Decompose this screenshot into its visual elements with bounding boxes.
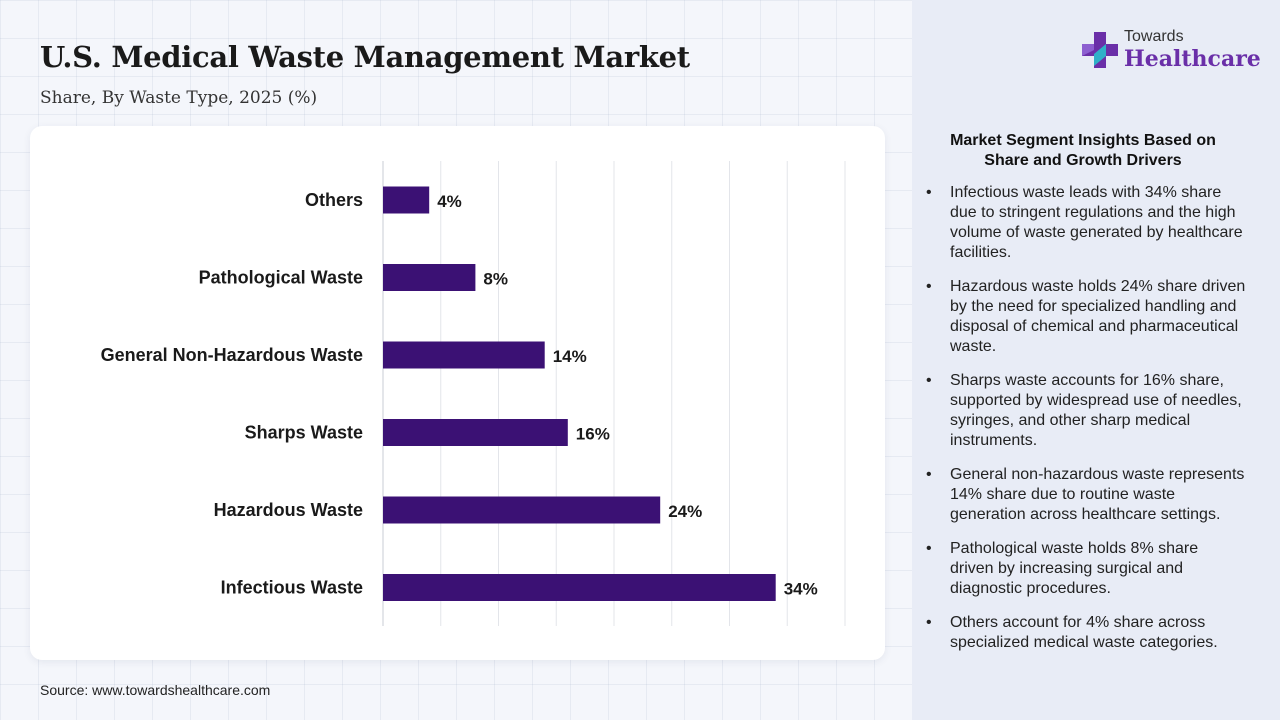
insight-item: • Infectious waste leads with 34% share d… <box>926 183 1246 263</box>
bar <box>383 574 776 601</box>
insight-item: • Others account for 4% share across spec… <box>926 613 1246 653</box>
insight-item: • Sharps waste accounts for 16% share, su… <box>926 371 1246 451</box>
bar-chart: Others 4% Pathological Waste 8% General Non-… <box>101 161 846 626</box>
bar <box>383 496 661 524</box>
data-label: 24% <box>668 502 702 521</box>
category-label: General Non-Hazardous Waste <box>101 345 363 365</box>
insight-text: Pathological waste holds 8% share driven… <box>950 540 1199 597</box>
category-label: Sharps Waste <box>245 423 363 443</box>
data-label: 14% <box>553 347 587 366</box>
data-label: 8% <box>483 270 508 289</box>
insights-title-line2: Share and Growth Drivers <box>984 152 1182 169</box>
insight-item: • General non-hazardous waste represents … <box>926 465 1246 525</box>
data-label: 34% <box>784 580 818 599</box>
insight-text: General non-hazardous waste represents 1… <box>950 466 1245 523</box>
insight-item: • Pathological waste holds 8% share drive… <box>926 539 1246 599</box>
insight-text: Others account for 4% share across speci… <box>950 614 1218 651</box>
insights-panel <box>912 0 1280 720</box>
bar <box>383 341 545 369</box>
logo-text-bottom: Healthcare <box>1124 46 1261 72</box>
insights-list: • Infectious waste leads with 34% share d… <box>926 183 1246 667</box>
brand-logo[interactable]: Towards Healthcare <box>1080 28 1261 80</box>
bullet-icon: • <box>926 372 932 389</box>
grid-lines <box>382 161 846 626</box>
bullet-icon: • <box>926 540 932 557</box>
category-label: Hazardous Waste <box>214 500 363 520</box>
page-subtitle: Share, By Waste Type, 2025 (%) <box>40 88 318 108</box>
page-title: U.S. Medical Waste Management Market <box>40 40 690 74</box>
bars <box>383 186 776 601</box>
bar <box>383 419 568 446</box>
bullet-icon: • <box>926 184 932 201</box>
insights-title-line1: Market Segment Insights Based on <box>950 132 1216 149</box>
insight-text: Hazardous waste holds 24% share driven b… <box>950 278 1246 355</box>
category-label: Infectious Waste <box>221 578 363 598</box>
bar <box>383 186 430 214</box>
chart-card: Others 4% Pathological Waste 8% General Non-… <box>30 126 885 660</box>
medical-cross-icon <box>1082 32 1118 68</box>
data-label: 16% <box>576 425 610 444</box>
bullet-icon: • <box>926 278 932 295</box>
insight-text: Sharps waste accounts for 16% share, sup… <box>950 372 1242 449</box>
insight-text: Infectious waste leads with 34% share du… <box>950 184 1243 261</box>
source-note: Source: www.towardshealthcare.com <box>40 682 271 698</box>
logo-text-top: Towards <box>1124 28 1184 45</box>
data-label: 4% <box>437 192 462 211</box>
category-label: Others <box>305 190 363 210</box>
category-label: Pathological Waste <box>199 268 363 288</box>
insights-title: Market Segment Insights Based on Share a… <box>926 131 1240 171</box>
bar <box>383 264 476 291</box>
bullet-icon: • <box>926 614 932 631</box>
bullet-icon: • <box>926 466 932 483</box>
labels: Others 4% Pathological Waste 8% General Non-… <box>101 190 818 599</box>
insight-item: • Hazardous waste holds 24% share driven … <box>926 277 1246 357</box>
